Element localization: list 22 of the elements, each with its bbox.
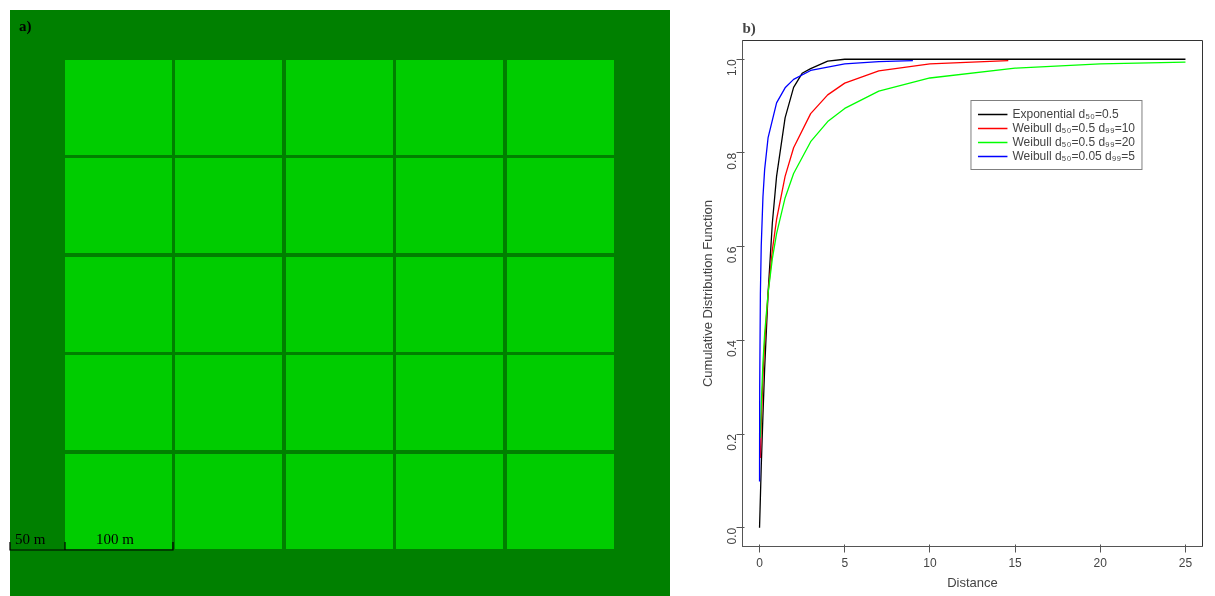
y-tick-label: 0.0 — [725, 527, 739, 545]
y-tick-label: 1.0 — [725, 58, 739, 76]
y-tick-label: 0.8 — [725, 152, 739, 170]
legend-label: Weibull d₅₀=0.5 d₉₉=20 — [1012, 135, 1135, 149]
y-tick-label: 0.4 — [725, 340, 739, 358]
text: a) — [19, 18, 32, 35]
x-tick-label: 0 — [756, 555, 764, 570]
y-axis-title: Cumulative Distribution Function — [699, 199, 715, 388]
x-tick-label: 20 — [1093, 555, 1108, 570]
legend-label: Weibull d₅₀=0.05 d₉₉=5 — [1012, 149, 1135, 163]
text: 50 m — [15, 531, 46, 548]
x-tick-label: 25 — [1178, 555, 1193, 570]
x-tick-label: 10 — [923, 555, 937, 570]
y-tick-label: 0.6 — [725, 246, 739, 264]
legend-label: Exponential d₅₀=0.5 — [1012, 107, 1119, 121]
y-tick-label: 0.2 — [725, 433, 739, 451]
x-tick-label: 5 — [841, 555, 849, 570]
x-axis-title: Distance — [947, 574, 998, 590]
x-tick-label: 15 — [1008, 555, 1023, 570]
chart-title: b) — [742, 19, 756, 37]
legend-label: Weibull d₅₀=0.5 d₉₉=10 — [1012, 121, 1135, 135]
text: 100 m — [96, 531, 134, 548]
